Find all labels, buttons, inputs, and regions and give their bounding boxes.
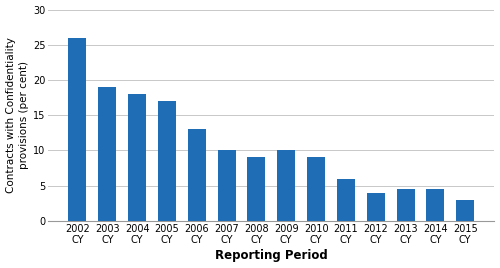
X-axis label: Reporting Period: Reporting Period bbox=[215, 250, 328, 262]
Bar bbox=[337, 179, 355, 221]
Bar bbox=[307, 158, 325, 221]
Bar bbox=[248, 158, 266, 221]
Bar bbox=[396, 189, 414, 221]
Bar bbox=[456, 200, 474, 221]
Bar bbox=[128, 94, 146, 221]
Bar bbox=[68, 38, 86, 221]
Bar bbox=[367, 193, 384, 221]
Bar bbox=[426, 189, 444, 221]
Bar bbox=[278, 150, 295, 221]
Bar bbox=[158, 101, 176, 221]
Bar bbox=[98, 87, 116, 221]
Bar bbox=[188, 129, 206, 221]
Bar bbox=[218, 150, 236, 221]
Y-axis label: Contracts with Confidentiality
provisions (per cent): Contracts with Confidentiality provision… bbox=[6, 37, 29, 193]
